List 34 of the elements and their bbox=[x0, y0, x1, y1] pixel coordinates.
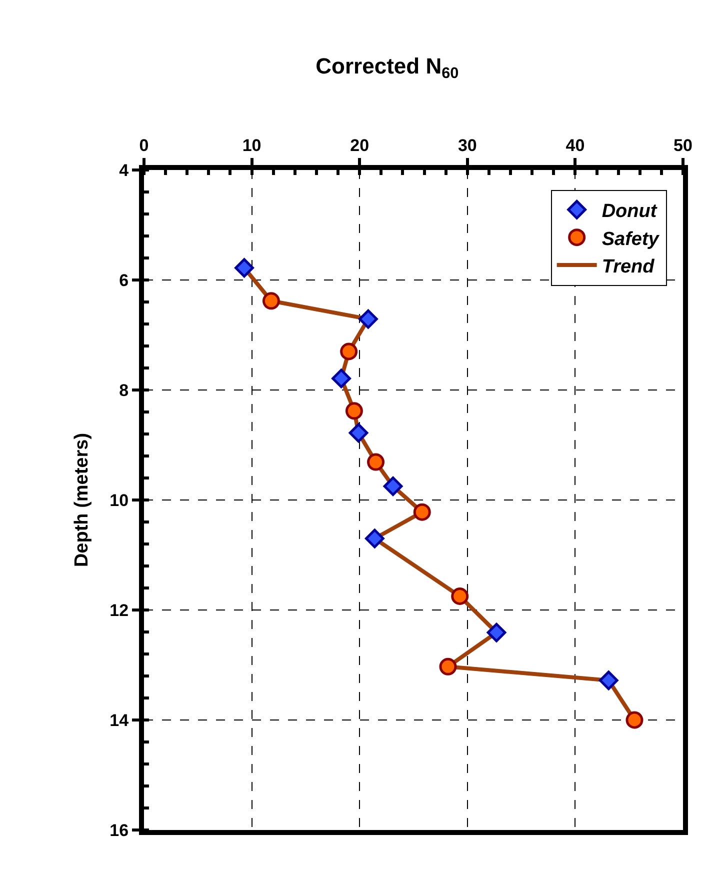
y-tick-label: 6 bbox=[119, 270, 129, 290]
y-tick-label: 12 bbox=[110, 600, 129, 620]
y-tick-label: 14 bbox=[110, 710, 130, 730]
point bbox=[598, 670, 618, 690]
y-tick-label: 4 bbox=[119, 160, 130, 180]
point bbox=[451, 588, 469, 605]
point bbox=[262, 292, 280, 310]
point bbox=[340, 342, 358, 360]
chart-title: Corrected N$_{60}$ bbox=[316, 53, 459, 82]
y-axis-title: Depth (meters) bbox=[72, 432, 93, 568]
point bbox=[413, 503, 431, 521]
point bbox=[234, 258, 254, 278]
point bbox=[332, 368, 351, 388]
point bbox=[345, 402, 363, 420]
point bbox=[439, 658, 457, 676]
point bbox=[626, 711, 644, 729]
point bbox=[383, 476, 403, 496]
legend-label: Trend bbox=[602, 256, 655, 278]
x-tick-label: 40 bbox=[566, 136, 585, 156]
x-tick-label: 0 bbox=[139, 136, 149, 156]
point bbox=[486, 622, 506, 642]
x-tick-label: 10 bbox=[242, 136, 262, 156]
y-tick-label: 16 bbox=[110, 820, 129, 840]
point bbox=[348, 423, 368, 443]
point bbox=[364, 528, 384, 548]
point bbox=[358, 309, 378, 329]
y-tick-label: 10 bbox=[110, 490, 129, 510]
point bbox=[367, 453, 385, 471]
legend-label: Donut bbox=[602, 201, 658, 222]
legend-label: Safety bbox=[602, 228, 660, 250]
y-tick-label: 8 bbox=[119, 380, 129, 400]
x-tick-label: 20 bbox=[350, 136, 370, 156]
x-tick-label: 30 bbox=[458, 136, 477, 156]
x-tick-label: 50 bbox=[674, 136, 692, 156]
